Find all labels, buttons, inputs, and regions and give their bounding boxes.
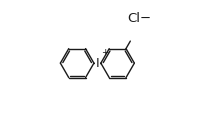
Text: I: I [95,57,99,70]
Text: +: + [101,48,108,57]
Text: Cl−: Cl− [128,12,152,25]
